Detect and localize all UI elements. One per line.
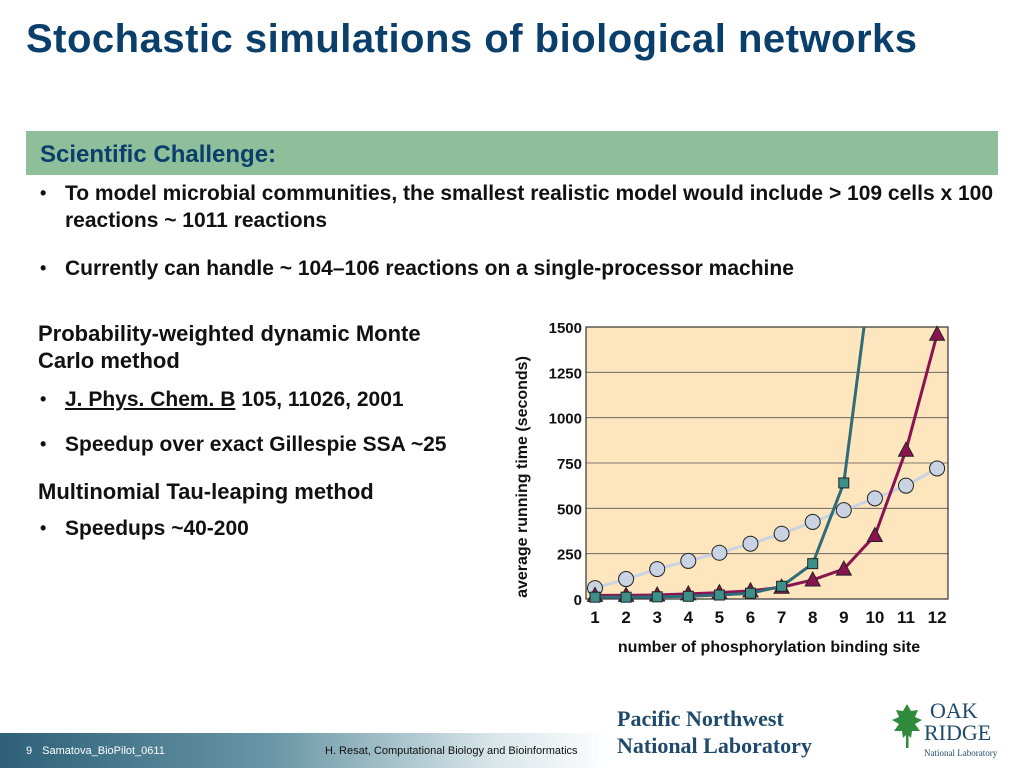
- challenge-bullet: • To model microbial communities, the sm…: [38, 180, 998, 234]
- x-tick-label: 1: [590, 608, 599, 627]
- data-point: [745, 587, 756, 599]
- footer-credit: H. Resat, Computational Biology and Bioi…: [325, 745, 578, 757]
- x-tick-label: 10: [865, 608, 884, 627]
- challenge-bullet-text: Currently can handle ~ 104–106 reactions…: [65, 257, 794, 280]
- x-tick-label: 2: [621, 608, 630, 627]
- data-point: [835, 560, 853, 576]
- ornl-logo: OAK RIDGE National Laboratory: [890, 700, 1010, 764]
- tau-speedup-text: Speedups ~40-200: [65, 517, 249, 540]
- file-name: Samatova_BioPilot_0611: [42, 745, 165, 757]
- x-tick-label: 6: [746, 608, 755, 627]
- challenge-banner: Scientific Challenge:: [26, 131, 998, 175]
- reference-bullet: • J. Phys. Chem. B 105, 11026, 2001: [38, 386, 478, 413]
- y-axis-label: average running time (seconds): [514, 356, 531, 598]
- footer-left: 9 Samatova_BioPilot_0611: [26, 745, 175, 757]
- x-axis-label: number of phosphorylation binding site: [618, 639, 920, 656]
- y-tick-label: 1250: [549, 365, 582, 382]
- y-tick-label: 750: [557, 456, 582, 473]
- data-point: [742, 535, 759, 552]
- reference-details: 105, 11026, 2001: [235, 388, 404, 411]
- series-line: [595, 327, 866, 599]
- data-point: [682, 590, 694, 602]
- speedup-bullet: • Speedup over exact Gillespie SSA ~25: [38, 431, 478, 458]
- data-point: [620, 591, 632, 603]
- challenge-bullets: • To model microbial communities, the sm…: [38, 180, 998, 282]
- y-tick-label: 1500: [549, 320, 582, 337]
- pnnl-logo-line: National Laboratory: [617, 733, 812, 758]
- data-point: [773, 525, 790, 542]
- challenge-bullet: • Currently can handle ~ 104–106 reactio…: [38, 255, 998, 282]
- page-number: 9: [26, 745, 33, 757]
- footer-bar: 9 Samatova_BioPilot_0611 H. Resat, Comput…: [0, 733, 610, 768]
- data-point: [838, 477, 850, 489]
- data-point: [618, 571, 635, 588]
- challenge-bullet-text: To model microbial communities, the smal…: [65, 182, 994, 232]
- data-point: [713, 589, 725, 601]
- bullet-dot-icon: •: [40, 183, 47, 203]
- pwdmc-heading: Probability-weighted dynamic Monte Carlo…: [38, 321, 421, 373]
- bullet-dot-icon: •: [40, 434, 47, 454]
- ornl-sub-text: National Laboratory: [924, 748, 998, 758]
- x-tick-label: 4: [684, 608, 694, 627]
- data-point: [866, 490, 883, 507]
- x-tick-label: 3: [652, 608, 661, 627]
- x-tick-label: 7: [777, 608, 786, 627]
- bullet-dot-icon: •: [40, 518, 47, 538]
- data-point: [711, 544, 728, 561]
- journal-reference-link[interactable]: J. Phys. Chem. B: [65, 388, 236, 411]
- ornl-ridge-text: RIDGE: [924, 720, 992, 745]
- pnnl-logo: Pacific Northwest National Laboratory: [617, 705, 877, 759]
- y-tick-label: 0: [574, 592, 582, 609]
- data-point: [680, 552, 697, 569]
- x-tick-label: 9: [839, 608, 848, 627]
- x-tick-label: 12: [928, 608, 947, 627]
- y-tick-label: 250: [557, 547, 582, 564]
- data-point: [835, 502, 852, 519]
- data-point: [804, 570, 822, 587]
- y-tick-label: 500: [557, 501, 582, 518]
- data-point: [807, 558, 819, 570]
- pnnl-logo-line: Pacific Northwest: [617, 706, 784, 731]
- data-point: [649, 561, 666, 578]
- ornl-oak-text: OAK: [930, 698, 978, 723]
- data-point: [897, 441, 915, 457]
- data-point: [928, 325, 946, 341]
- tau-heading: Multinomial Tau-leaping method: [38, 479, 374, 504]
- data-point: [866, 526, 884, 543]
- methods-column: Probability-weighted dynamic Monte Carlo…: [38, 320, 478, 542]
- slide-title: Stochastic simulations of biological net…: [26, 17, 918, 61]
- bullet-dot-icon: •: [40, 389, 47, 409]
- tau-speedup-bullet: • Speedups ~40-200: [38, 515, 478, 542]
- data-point: [589, 591, 601, 603]
- data-point: [651, 591, 663, 603]
- x-tick-label: 5: [715, 608, 724, 627]
- speedup-text: Speedup over exact Gillespie SSA ~25: [65, 433, 447, 456]
- plot-frame: [585, 326, 949, 600]
- data-point: [776, 580, 788, 592]
- bullet-dot-icon: •: [40, 258, 47, 278]
- data-point: [929, 460, 946, 477]
- x-tick-label: 11: [897, 608, 915, 627]
- data-point: [898, 477, 914, 494]
- challenge-label: Scientific Challenge:: [40, 141, 277, 168]
- data-point: [804, 513, 821, 530]
- oak-leaf-icon: [892, 704, 922, 748]
- y-tick-label: 1000: [549, 411, 582, 428]
- x-tick-label: 8: [808, 608, 817, 627]
